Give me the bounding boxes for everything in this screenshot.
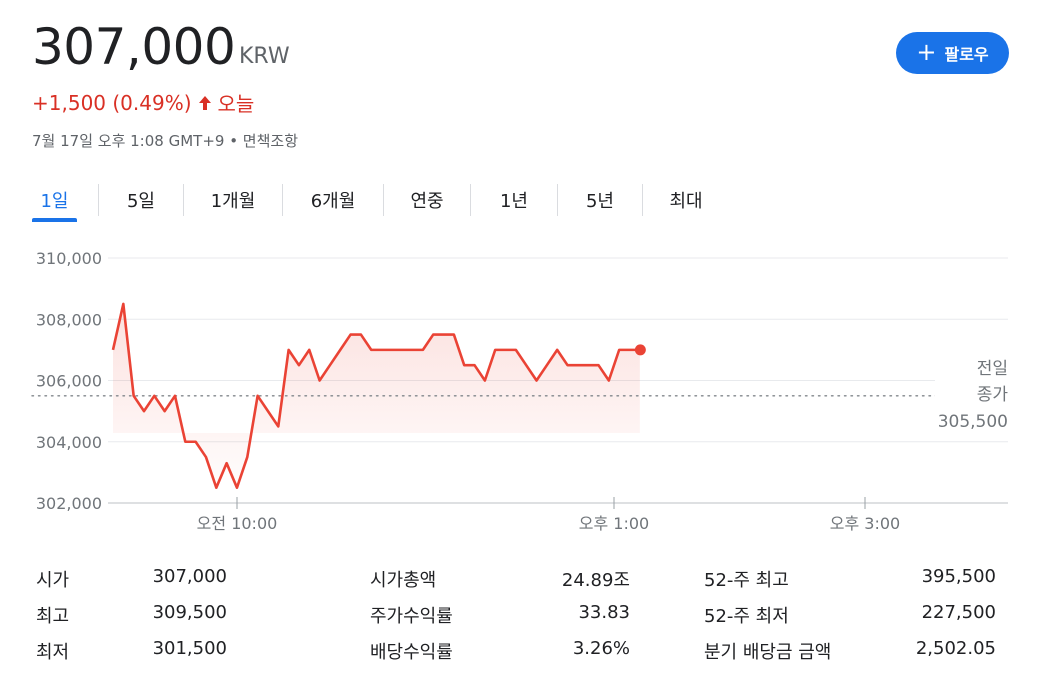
stat-label: 주가수익률 (370, 606, 453, 627)
stat-value: 309,500 (152, 602, 227, 623)
tab-6m[interactable]: 6개월 (310, 191, 356, 212)
follow-button-label: 팔로우 (944, 45, 989, 64)
y-tick-label: 302,000 (36, 494, 102, 513)
tab-max[interactable]: 최대 (669, 191, 703, 212)
tab-5y[interactable]: 5년 (585, 191, 614, 212)
change-value: +1,500 (0.49%) (32, 90, 192, 115)
tab-1d[interactable]: 1일 (32, 180, 77, 222)
stat-label: 분기 배당금 금액 (704, 642, 832, 663)
tab-divider (470, 184, 471, 216)
tab-1m[interactable]: 1개월 (210, 191, 256, 212)
follow-button[interactable]: + 팔로우 (896, 32, 1009, 74)
stat-value: 3.26% (572, 638, 630, 659)
currency-label: KRW (239, 44, 290, 69)
stat-value: 33.83 (578, 602, 630, 623)
arrow-up-icon (198, 95, 211, 110)
x-tick-label: 오후 1:00 (579, 514, 649, 533)
tab-ytd[interactable]: 연중 (410, 191, 444, 212)
stat-value: 301,500 (152, 638, 227, 659)
stat-label: 시가 (36, 570, 70, 591)
tab-divider (557, 184, 558, 216)
price-chart[interactable]: 310,000 308,000 306,000 304,000 302,000 오전 10… (0, 240, 1058, 540)
tab-divider (383, 184, 384, 216)
tab-divider (282, 184, 283, 216)
plus-icon: + (916, 37, 937, 66)
tab-1y[interactable]: 1년 (499, 191, 528, 212)
change-period: 오늘 (217, 92, 255, 116)
current-price: 307,000 (32, 18, 236, 76)
stat-label: 최고 (36, 606, 70, 627)
x-tick-label: 오후 3:00 (830, 514, 900, 533)
stat-value: 2,502.05 (915, 638, 996, 659)
stat-label: 52-주 최저 (704, 606, 789, 627)
tab-divider (98, 184, 99, 216)
tab-divider (183, 184, 184, 216)
stat-row: 최고 309,500 주가수익률 33.83 52-주 최저 227,500 (32, 602, 1012, 638)
y-tick-label: 304,000 (36, 433, 102, 452)
tab-5d[interactable]: 5일 (126, 191, 155, 212)
stat-label: 최저 (36, 642, 70, 663)
stat-label: 52-주 최고 (704, 570, 789, 591)
previous-close-label: 전일 (977, 359, 1008, 379)
stat-row: 최저 301,500 배당수익률 3.26% 분기 배당금 금액 2,502.0… (32, 638, 1012, 674)
last-price-dot (634, 344, 646, 356)
previous-close-label-bg (935, 352, 1010, 436)
previous-close-label: 종가 (977, 385, 1009, 405)
x-tick-label: 오전 10:00 (197, 514, 278, 533)
timestamp-disclaimer[interactable]: 7월 17일 오후 1:08 GMT+9 • 면책조항 (32, 132, 299, 150)
stat-value: 395,500 (921, 566, 996, 587)
y-tick-label: 308,000 (36, 310, 102, 329)
stat-row: 시가 307,000 시가총액 24.89조 52-주 최고 395,500 (32, 566, 1012, 602)
stat-value: 24.89조 (561, 570, 630, 591)
range-tabs: 1일 5일 1개월 6개월 연중 1년 5년 최대 (32, 180, 729, 222)
price-change: +1,500 (0.49%) 오늘 (32, 88, 254, 117)
stat-value: 307,000 (152, 566, 227, 587)
y-tick-label: 310,000 (36, 249, 102, 268)
price-line (111, 302, 640, 489)
stat-label: 배당수익률 (370, 642, 453, 663)
stat-label: 시가총액 (370, 570, 437, 591)
key-stats: 시가 307,000 시가총액 24.89조 52-주 최고 395,500 최… (32, 566, 1012, 674)
tab-divider (642, 184, 643, 216)
stat-value: 227,500 (921, 602, 996, 623)
y-tick-label: 306,000 (36, 372, 102, 391)
previous-close-label: 305,500 (938, 412, 1008, 432)
